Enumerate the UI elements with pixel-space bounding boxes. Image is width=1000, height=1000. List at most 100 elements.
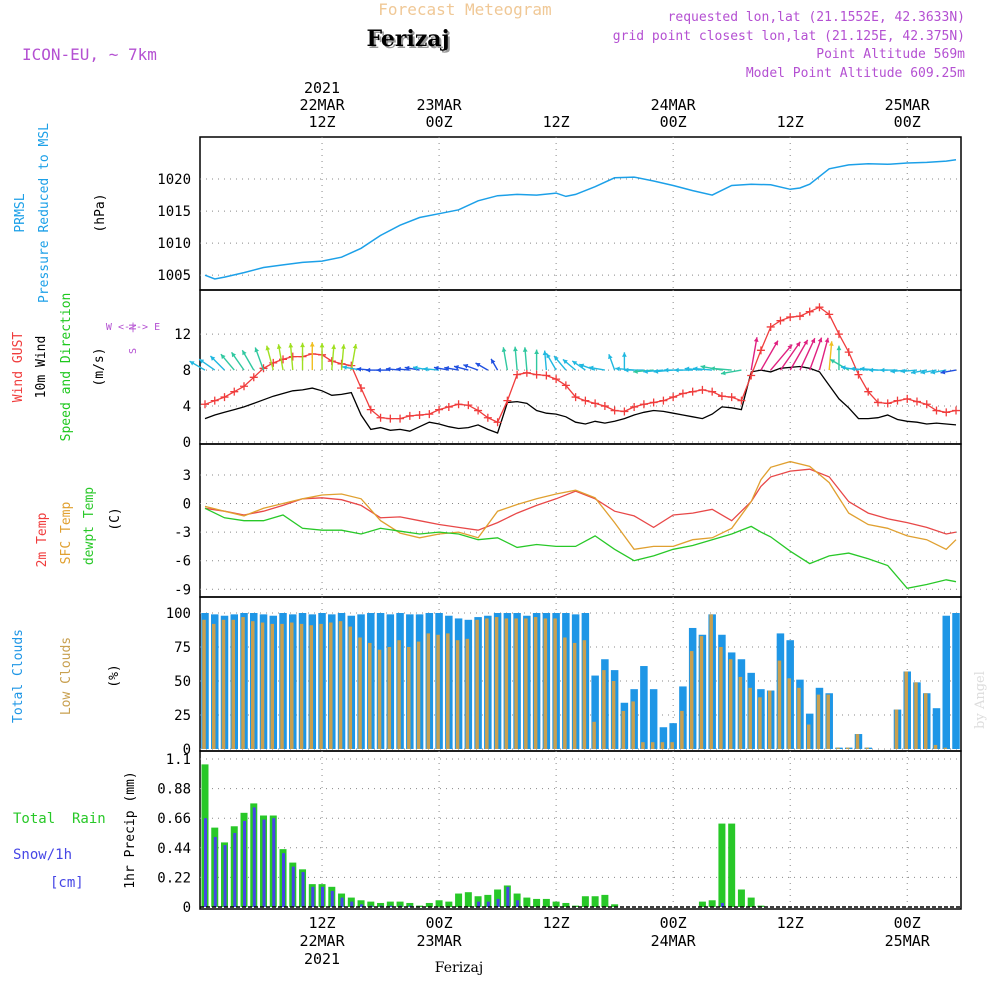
compass-north: N xyxy=(128,324,139,330)
wind-arrow-head xyxy=(643,369,648,374)
rain-bar xyxy=(357,900,365,907)
top-time-label: 2021 xyxy=(304,79,340,97)
wind-gust-marker xyxy=(444,402,453,411)
credit-watermark: by Angel xyxy=(973,671,988,729)
requested-coords: requested lon,lat (21.1552E, 42.3633N) xyxy=(668,10,965,25)
axis-labels: 1005 1010 1015 1020 0 4 8 12 -9 -6 -3 0 3 0 25 50 75 100 0… xyxy=(157,79,930,968)
temp-sfc-label: SFC Temp xyxy=(59,502,74,565)
rain-bar xyxy=(406,902,414,907)
wind-gust-marker xyxy=(708,387,717,396)
low-clouds-bar xyxy=(485,618,489,749)
grid-coords: grid point closest lon,lat (21.125E, 42.… xyxy=(613,29,965,44)
wind-arrow-head xyxy=(365,367,371,373)
snow-bar xyxy=(311,886,315,907)
snow-bar xyxy=(243,820,247,907)
top-time-label: 00Z xyxy=(894,113,921,131)
wind-gust-marker xyxy=(756,346,765,355)
wind-arrow-head xyxy=(404,365,410,371)
wind-arrow-head xyxy=(562,359,568,365)
pressure-panel-frame xyxy=(199,136,962,291)
low-clouds-bar xyxy=(368,642,372,749)
wind-gust-marker xyxy=(688,387,697,396)
bottom-time-label: 00Z xyxy=(660,914,687,932)
top-time-label: 24MAR xyxy=(651,96,697,114)
rain-bar xyxy=(591,896,599,907)
low-clouds-bar xyxy=(914,682,918,749)
bottom-time-label: 12Z xyxy=(308,914,335,932)
rain-bar xyxy=(425,902,433,907)
y-tick-label: 1.1 xyxy=(166,752,191,768)
wind-arrow-head xyxy=(850,366,856,372)
model-altitude: Model Point Altitude 609.25m xyxy=(746,66,965,81)
wind-gust-marker xyxy=(464,401,473,410)
wind-direction-arrow xyxy=(770,344,793,371)
temp-unit: (C) xyxy=(108,507,123,530)
low-clouds-bar xyxy=(826,694,830,749)
low-clouds-bar xyxy=(563,637,567,749)
wind-arrow-head xyxy=(900,368,906,374)
snow-bar xyxy=(350,901,354,907)
wind-arrow-head xyxy=(836,345,842,351)
wind-direction-arrow xyxy=(789,339,809,371)
temp-dewpt-line xyxy=(204,507,957,590)
wind-arrow-head xyxy=(254,347,260,353)
wind-gust-marker xyxy=(503,396,512,405)
wind-gust-marker xyxy=(747,371,756,380)
low-clouds-bar xyxy=(524,618,528,749)
top-time-label: 25MAR xyxy=(885,96,931,114)
wind-arrow-head xyxy=(803,339,808,345)
wind-arrow-head xyxy=(210,356,216,361)
low-clouds-bar xyxy=(221,619,226,749)
y-tick-label: 25 xyxy=(174,708,191,724)
low-clouds-bar xyxy=(260,622,265,749)
wind-arrow-head xyxy=(633,369,638,374)
low-clouds-bar xyxy=(855,734,860,749)
location-title-shadow: Ferizaj xyxy=(368,28,451,54)
low-clouds-bar xyxy=(699,636,704,749)
chart-content xyxy=(189,159,961,908)
rain-bar xyxy=(484,894,492,907)
y-tick-label: 3 xyxy=(183,468,191,484)
compass-south: S xyxy=(128,348,139,354)
rain-bar xyxy=(445,901,453,907)
total-clouds-bar xyxy=(942,615,950,749)
wind-gust-marker xyxy=(600,402,609,411)
low-clouds-bar xyxy=(582,640,587,749)
wind-gust-marker xyxy=(483,413,492,422)
low-clouds-bar xyxy=(806,724,811,749)
snow-bar xyxy=(262,819,266,907)
wind-arrow-head xyxy=(319,343,325,348)
point-altitude: Point Altitude 569m xyxy=(816,47,965,62)
pressure-line xyxy=(204,159,957,280)
y-tick-label: 1010 xyxy=(157,236,191,252)
low-clouds-bar xyxy=(650,742,655,749)
low-clouds-bar xyxy=(845,747,850,749)
wind-gust-marker xyxy=(435,405,444,414)
wind-arrow-head xyxy=(684,366,690,372)
y-tick-label: 8 xyxy=(183,363,191,379)
low-clouds-bar xyxy=(670,742,674,749)
wind-gust-marker xyxy=(279,355,288,364)
pressure-label-1: PRMSL xyxy=(13,193,28,232)
snow-bar xyxy=(321,886,325,907)
rain-bar xyxy=(542,898,550,907)
top-time-label: 00Z xyxy=(426,113,453,131)
wind-direction-arrow xyxy=(828,341,833,371)
wind-arrow-head xyxy=(920,369,926,375)
low-clouds-bar xyxy=(241,617,245,749)
wind-gust-marker xyxy=(932,406,941,415)
wind-gust-marker xyxy=(834,330,843,339)
wind-gust-marker xyxy=(669,393,678,402)
snow-unit-label: [cm] xyxy=(50,875,84,891)
wind-arrow-head xyxy=(501,347,507,352)
wind-arrow-head xyxy=(385,366,391,372)
rain-bar xyxy=(435,900,443,907)
wind-arrow-head xyxy=(522,347,528,352)
wind-gust-marker xyxy=(864,387,873,396)
snow-bar xyxy=(282,853,286,907)
low-clouds-bar xyxy=(865,747,869,749)
wind-arrow-head xyxy=(787,344,793,350)
temp-sfc-line xyxy=(204,460,957,551)
low-clouds-bar xyxy=(348,626,353,749)
wind-gust-marker xyxy=(942,408,951,417)
